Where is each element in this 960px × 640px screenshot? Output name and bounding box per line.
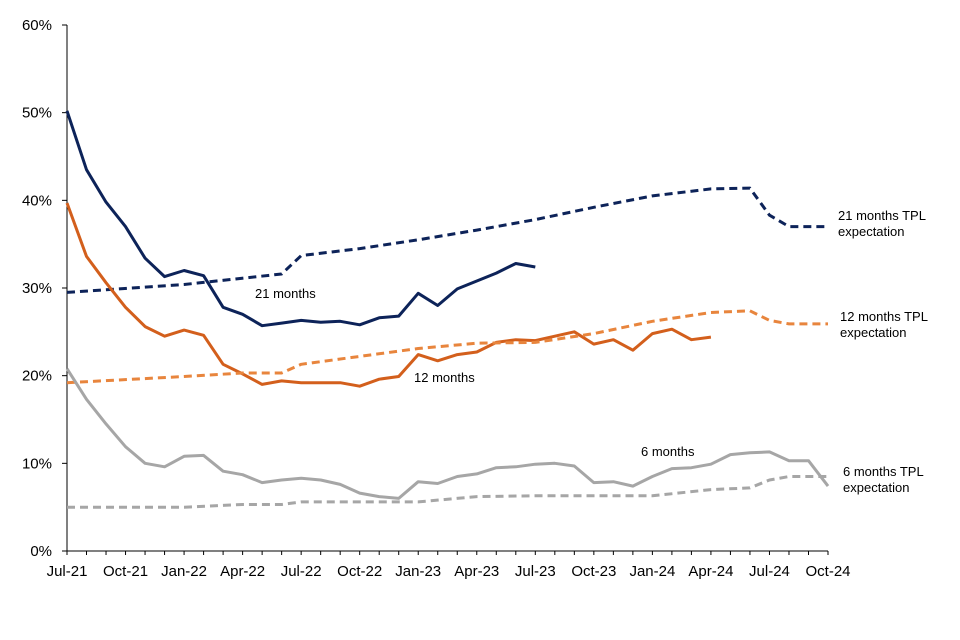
21-months-tpl-expectation-label-line: 21 months TPL — [838, 208, 926, 223]
6-months-tpl-expectation-label: 6 months TPL expectation — [843, 464, 924, 495]
12-months-label: 12 months — [414, 370, 475, 385]
axes: 0% 10% 20% 30% 40% 50% 60% Jul-21 Oct-21 Jan-22 Ap… — [22, 17, 851, 580]
y-tick-label: 10% — [22, 455, 52, 472]
x-tick-label: Oct-22 — [337, 563, 382, 580]
21-months-label: 21 months — [255, 286, 316, 301]
x-tick-label: Jan-23 — [395, 563, 441, 580]
series-lines — [65, 110, 830, 509]
6-months-tpl-expectation-label-line: 6 months TPL — [843, 464, 924, 479]
12-months-tpl-expectation-label: 12 months TPL expectation — [840, 309, 928, 340]
6-months-tpl-expectation-label-line: expectation — [843, 480, 910, 495]
y-tick-label: 50% — [22, 105, 52, 122]
x-tick-label: Jan-24 — [629, 563, 675, 580]
y-tick-label: 20% — [22, 368, 52, 385]
x-tick-label: Apr-24 — [688, 563, 733, 580]
21-months-tpl-expectation-label: 21 months TPL expectation — [838, 208, 926, 239]
x-tick-label: Apr-22 — [220, 563, 265, 580]
12-months-tpl-expectation-line — [66, 309, 828, 385]
x-tick-label: Jul-22 — [281, 563, 322, 580]
6-months-tpl-expectation-line — [67, 475, 828, 509]
x-tick-label: Apr-23 — [454, 563, 499, 580]
x-tick-label: Oct-24 — [805, 563, 850, 580]
21-months-tpl-expectation-line — [66, 186, 828, 294]
y-tick-label: 30% — [22, 280, 52, 297]
12-months-tpl-expectation-label-line: expectation — [840, 325, 907, 340]
21-months-tpl-expectation-label-line: expectation — [838, 224, 905, 239]
x-tick-label: Jul-24 — [749, 563, 790, 580]
y-tick-label: 60% — [22, 17, 52, 34]
x-tick-label: Oct-23 — [571, 563, 616, 580]
12-months-line — [65, 202, 712, 388]
x-tick-label: Jul-23 — [515, 563, 556, 580]
y-tick-label: 40% — [22, 192, 52, 209]
21-months-line — [65, 110, 536, 328]
x-tick-label: Oct-21 — [103, 563, 148, 580]
x-tick-label: Jan-22 — [161, 563, 207, 580]
6-months-label: 6 months — [641, 444, 695, 459]
y-tick-label: 0% — [30, 543, 52, 560]
6-months-line — [65, 367, 830, 500]
12-months-tpl-expectation-label-line: 12 months TPL — [840, 309, 928, 324]
x-tick-label: Jul-21 — [47, 563, 88, 580]
